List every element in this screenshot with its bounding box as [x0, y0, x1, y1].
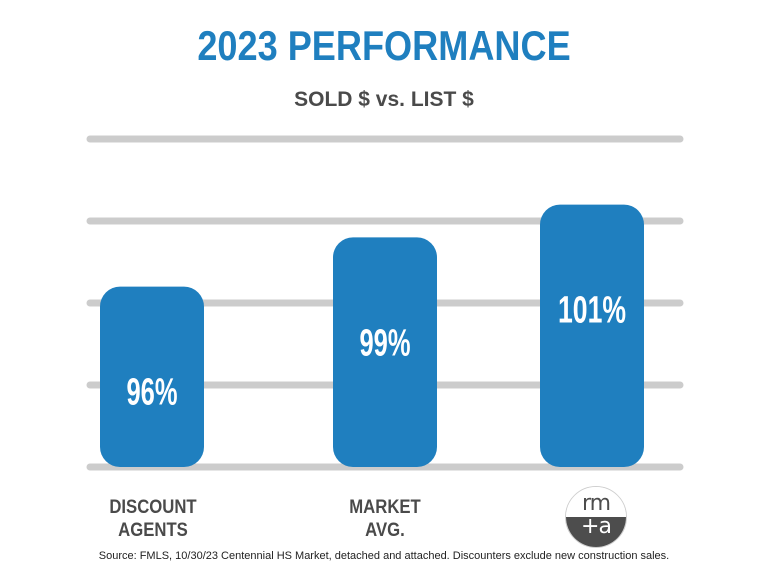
bar-value-label: 99%: [360, 322, 411, 364]
chart-title: 2023 PERFORMANCE: [197, 22, 571, 69]
logo-text-top: rm: [581, 491, 611, 516]
bar: [333, 237, 437, 467]
rm-a-logo: rm +a: [565, 486, 627, 548]
bar-value-label: 96%: [127, 372, 178, 414]
bar-value-label: 101%: [558, 290, 626, 332]
bars: 96% 99% 101%: [100, 204, 644, 467]
bar: [540, 204, 644, 467]
chart-subtitle: SOLD $ vs. LIST $: [294, 88, 474, 111]
category-label-discount-agents: DISCOUNT AGENTS: [109, 497, 197, 541]
logo-text-bottom: +a: [581, 514, 612, 539]
bar: [100, 286, 204, 467]
category-label-market-avg: MARKET AVG.: [349, 497, 421, 541]
source-note: Source: FMLS, 10/30/23 Centennial HS Mar…: [98, 550, 670, 562]
